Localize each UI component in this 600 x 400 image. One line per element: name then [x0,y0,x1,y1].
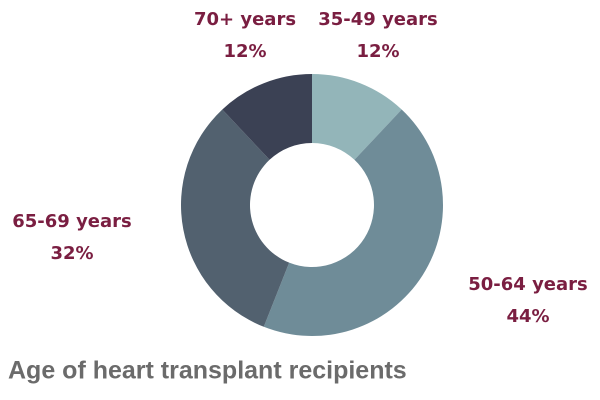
value-label: 12% [356,41,399,62]
donut-slice [181,109,290,327]
value-label: 32% [50,243,93,264]
category-label: 35-49 years [318,9,438,30]
category-label: 50-64 years [468,274,588,295]
category-label: 70+ years [194,9,296,30]
donut-slice [312,74,402,160]
value-label: 12% [223,41,266,62]
donut-slice [222,74,312,160]
chart-title: Age of heart transplant recipients [8,357,407,385]
category-label: 65-69 years [12,211,132,232]
donut-slice [263,109,443,336]
value-label: 44% [506,306,549,327]
